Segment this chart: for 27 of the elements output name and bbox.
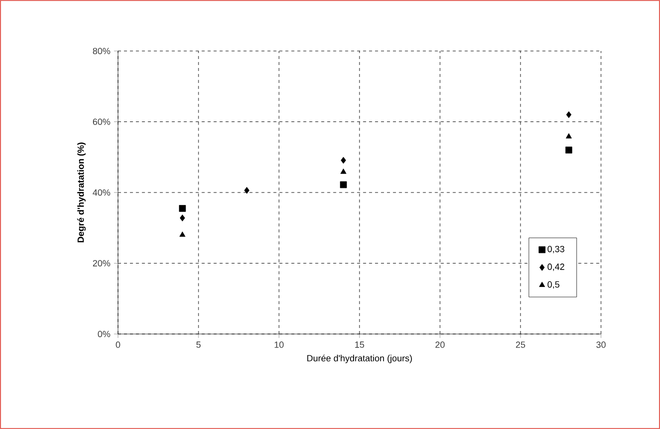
point xyxy=(179,232,186,237)
x-axis-title: Durée d'hydratation (jours) xyxy=(307,354,412,364)
point xyxy=(566,133,572,138)
point xyxy=(340,181,347,188)
x-tick-label: 10 xyxy=(274,342,284,348)
x-tick-label: 30 xyxy=(596,342,606,348)
legend-label: 0,33 xyxy=(548,246,564,254)
y-tick-label: 0% xyxy=(98,330,110,338)
point xyxy=(244,186,250,194)
y-tick-label: 60% xyxy=(92,118,110,125)
x-tick-label: 5 xyxy=(196,342,201,348)
x-tick-label: 20 xyxy=(435,342,445,348)
point xyxy=(566,111,572,118)
legend-label: 0,42 xyxy=(548,264,564,271)
point xyxy=(179,205,186,212)
y-axis-title: Degré d'hydratation (%) xyxy=(77,142,86,242)
x-tick-label: 25 xyxy=(516,342,526,348)
y-tick-label: 40% xyxy=(92,189,110,196)
point xyxy=(565,146,572,154)
x-tick-label: 0 xyxy=(116,342,120,348)
point xyxy=(340,156,346,164)
x-tick-label: 15 xyxy=(355,342,364,348)
y-tick-label: 20% xyxy=(92,260,110,266)
point xyxy=(180,214,185,222)
y-tick-label: 80% xyxy=(92,48,110,54)
point xyxy=(340,168,346,174)
legend-label: 0,5 xyxy=(548,281,560,289)
